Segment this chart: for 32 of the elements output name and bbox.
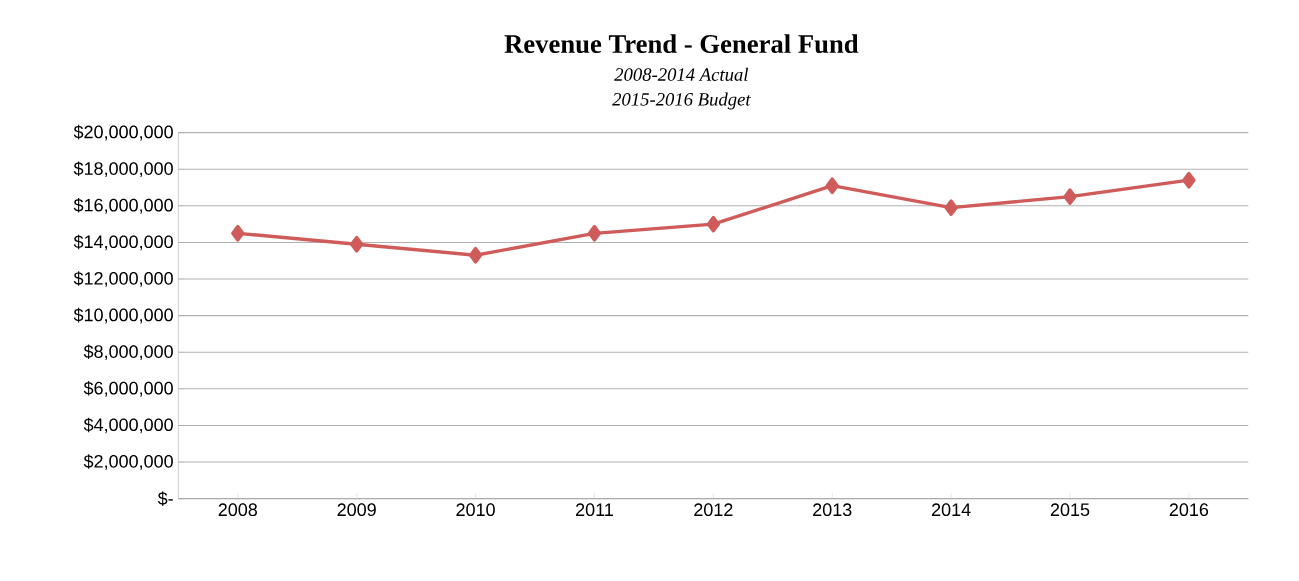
x-tick-label: 2009 [337, 503, 376, 517]
y-tick-label: $14,000,000 [73, 234, 173, 251]
point [825, 177, 839, 195]
y-tick-label: $18,000,000 [73, 161, 173, 178]
y-tick-label: $6,000,000 [83, 381, 173, 397]
point [587, 224, 602, 242]
y-tick-label: $16,000,000 [73, 198, 173, 214]
y-tick-label: $2,000,000 [83, 454, 173, 470]
y-tick-label: $4,000,000 [83, 417, 173, 434]
x-tick-label: 2010 [456, 503, 495, 517]
chart-title: Revenue Trend - General Fund [504, 34, 859, 54]
text: 2015-2016 Budget [612, 92, 751, 110]
x-tick-label: 2014 [931, 503, 971, 517]
y-tick-label: $8,000,000 [83, 344, 173, 361]
point [944, 199, 958, 216]
x-tick-label: 2011 [576, 503, 613, 517]
y-tick-label: $10,000,000 [73, 307, 173, 324]
x-tick-label: 2015 [1050, 503, 1090, 517]
point [706, 215, 721, 233]
y-tick-label: $12,000,000 [73, 271, 173, 287]
x-tick-label: 2012 [694, 503, 733, 517]
point [1063, 188, 1077, 206]
point [350, 235, 364, 253]
chart-subtitle: 2008-2014 Actual [614, 67, 749, 81]
x-tick-label: 2013 [813, 503, 852, 517]
point [1182, 171, 1196, 189]
x-tick-label: 2016 [1169, 503, 1209, 517]
y-tick-label: $- [157, 491, 173, 506]
point [468, 246, 483, 264]
x-tick-label: 2008 [218, 503, 258, 517]
point [231, 224, 245, 242]
y-tick-label: $20,000,000 [73, 124, 173, 141]
